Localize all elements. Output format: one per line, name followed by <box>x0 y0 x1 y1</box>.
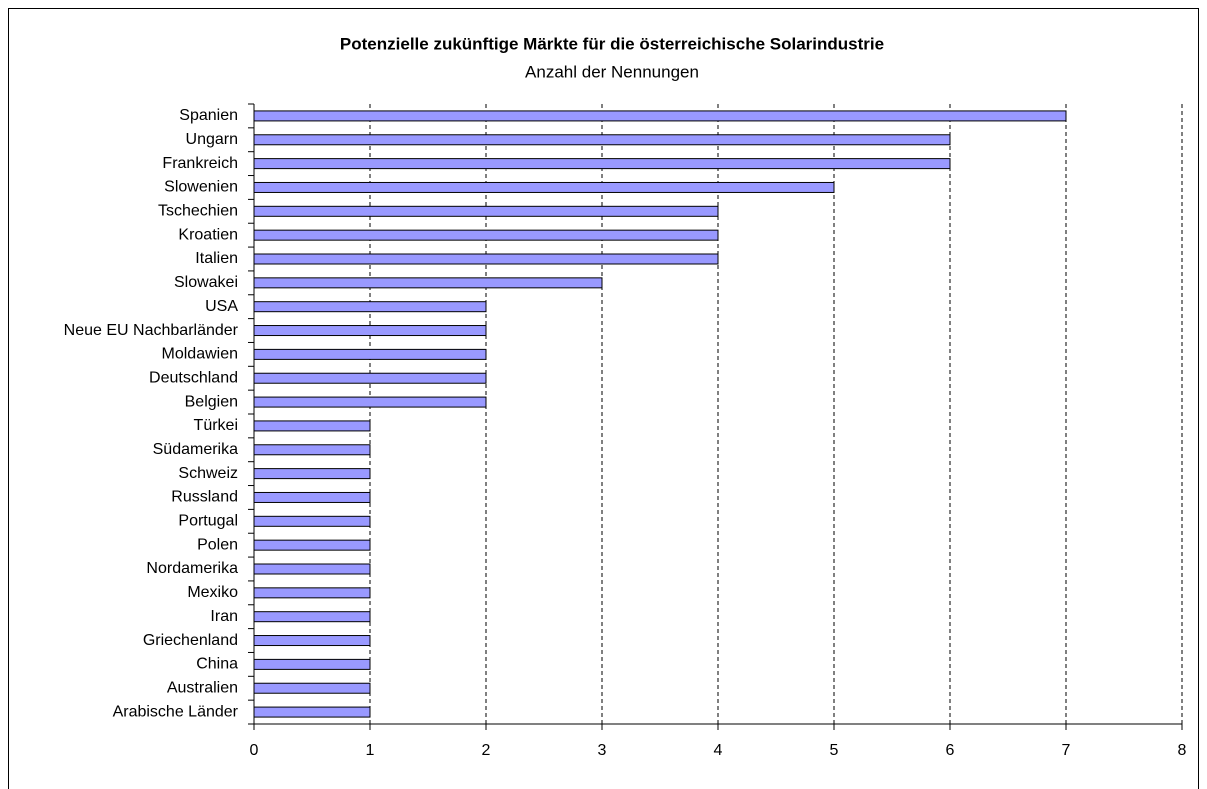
bar <box>253 587 371 599</box>
bar <box>253 420 371 432</box>
x-tick-label: 6 <box>946 742 955 759</box>
bar <box>253 372 487 384</box>
bar <box>253 468 371 480</box>
bar <box>253 110 1067 122</box>
x-tick-label: 5 <box>830 742 839 759</box>
bar <box>253 563 371 575</box>
y-tick-label: Ungarn <box>186 131 238 148</box>
bar <box>253 515 371 527</box>
bar <box>253 706 371 718</box>
bar <box>253 611 371 623</box>
bar <box>253 181 835 193</box>
bar <box>253 491 371 503</box>
y-tick-label: Moldawien <box>162 346 238 363</box>
x-tick-label: 8 <box>1178 742 1187 759</box>
y-tick-label: Australien <box>167 679 238 696</box>
bar <box>253 539 371 551</box>
bar <box>253 348 487 360</box>
bar <box>253 253 719 265</box>
y-tick-label: Polen <box>197 536 238 553</box>
y-tick-label: Nordamerika <box>146 560 238 577</box>
y-tick-label: Türkei <box>194 417 238 434</box>
y-tick-label: Neue EU Nachbarländer <box>64 322 239 339</box>
chart-subtitle: Anzahl der Nennungen <box>525 62 699 81</box>
x-tick-label: 2 <box>482 742 491 759</box>
y-tick-label: Frankreich <box>162 155 238 172</box>
y-tick-label: Russland <box>171 489 238 506</box>
y-tick-label: Schweiz <box>178 465 238 482</box>
y-tick-label: China <box>196 656 238 673</box>
y-tick-label: Belgien <box>185 393 238 410</box>
bar <box>253 325 487 337</box>
y-tick-label: Slowenien <box>164 179 238 196</box>
y-tick-label: Südamerika <box>153 441 238 458</box>
x-tick-label: 0 <box>250 742 259 759</box>
y-tick-label: Mexiko <box>187 584 238 601</box>
y-tick-label: Slowakei <box>174 274 238 291</box>
chart-title: Potenzielle zukünftige Märkte für die ös… <box>340 34 884 53</box>
bar <box>253 134 951 146</box>
bar <box>253 229 719 241</box>
x-tick-label: 7 <box>1062 742 1071 759</box>
bar <box>253 277 603 289</box>
y-tick-label: Kroatien <box>178 226 238 243</box>
y-tick-label: Tschechien <box>158 203 238 220</box>
bar <box>253 444 371 456</box>
x-tick-label: 4 <box>714 742 723 759</box>
bar <box>253 682 371 694</box>
y-tick-label: Iran <box>210 608 238 625</box>
bar <box>253 396 487 408</box>
y-tick-label: Deutschland <box>149 369 238 386</box>
y-tick-label: Griechenland <box>143 632 238 649</box>
bar <box>253 205 719 217</box>
x-tick-label: 3 <box>598 742 607 759</box>
y-tick-label: Portugal <box>178 513 238 530</box>
bar <box>253 158 951 170</box>
x-tick-label: 1 <box>366 742 375 759</box>
chart-frame <box>8 8 1199 789</box>
bar <box>253 301 487 313</box>
y-tick-label: Spanien <box>179 107 238 124</box>
y-tick-label: Arabische Länder <box>113 703 239 720</box>
bar <box>253 635 371 647</box>
y-tick-label: USA <box>205 298 238 315</box>
bar <box>253 658 371 670</box>
y-tick-label: Italien <box>195 250 238 267</box>
